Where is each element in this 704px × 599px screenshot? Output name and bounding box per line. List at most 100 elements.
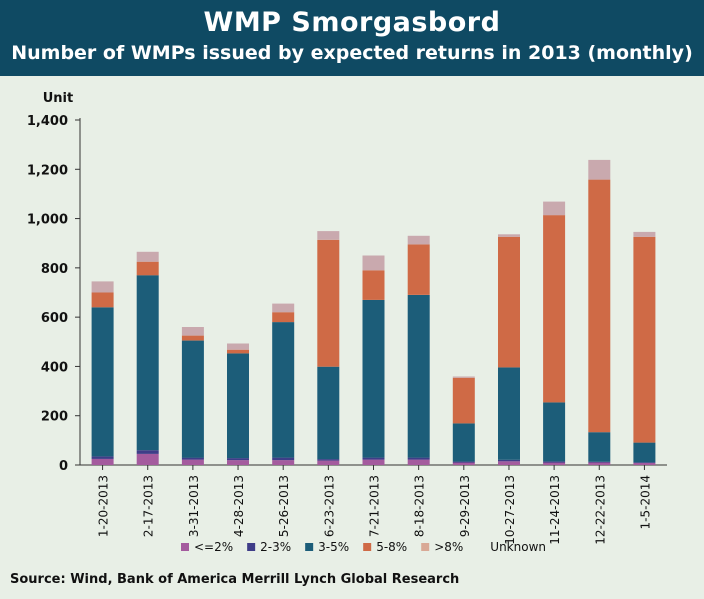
- bar-segment: [543, 462, 566, 465]
- bar-segment: [272, 322, 295, 458]
- bar-segment: [362, 255, 385, 271]
- bar-segment: [633, 236, 656, 443]
- bar-segment: [317, 366, 340, 460]
- bar-segment: [452, 462, 475, 465]
- bar-segment: [498, 236, 520, 368]
- bar-segment: [272, 312, 295, 323]
- bar-segment: [227, 458, 249, 461]
- bar-segment: [498, 234, 520, 237]
- bar-segment: [317, 460, 340, 465]
- bar-segment: [317, 239, 340, 367]
- bar-segment: [633, 231, 656, 237]
- bar-segment: [181, 335, 204, 341]
- legend-swatch: [477, 543, 485, 551]
- bar-segment: [136, 450, 159, 454]
- y-tick-label: 800: [41, 262, 68, 277]
- legend-label: 5-8%: [376, 540, 407, 554]
- legend-label: 2-3%: [260, 540, 291, 554]
- bar-segment: [588, 159, 611, 180]
- y-tick-label: 400: [41, 360, 68, 375]
- y-tick-label: 0: [59, 459, 68, 474]
- x-tick-label: 3-31-2013: [187, 475, 201, 537]
- bar-segment: [317, 231, 340, 240]
- x-tick-label: 6-23-2013: [322, 475, 336, 537]
- bar-segment: [362, 270, 385, 300]
- bar-segment: [407, 235, 430, 245]
- legend-label: <=2%: [194, 540, 233, 554]
- bar-segment: [91, 456, 114, 459]
- bar-segment: [452, 376, 475, 378]
- bar-segment: [227, 460, 249, 465]
- x-tick-label: 5-26-2013: [277, 475, 291, 537]
- bar-segment: [407, 244, 430, 295]
- bars: [91, 159, 656, 465]
- bar-segment: [543, 201, 566, 216]
- y-tick-label: 200: [41, 410, 68, 425]
- x-tick-label: 1-5-2014: [638, 475, 652, 529]
- bar-segment: [181, 459, 204, 465]
- legend-swatch: [363, 543, 372, 551]
- x-tick-label: 11-24-2013: [548, 475, 562, 545]
- source-note: Source: Wind, Bank of America Merrill Ly…: [10, 572, 460, 587]
- bar-segment: [407, 457, 430, 460]
- bar-segment: [588, 462, 611, 465]
- bar-segment: [91, 292, 114, 308]
- bar-segment: [588, 432, 611, 462]
- x-tick-label: 1-20-2013: [97, 475, 111, 537]
- bar-segment: [543, 402, 566, 462]
- bar-segment: [91, 307, 114, 457]
- bar-segment: [181, 457, 204, 460]
- x-tick-label: 4-28-2013: [232, 475, 246, 537]
- legend-label: Unknown: [490, 540, 546, 554]
- x-tick-label: 7-21-2013: [368, 475, 382, 537]
- legend-swatch: [421, 543, 430, 551]
- bar-segment: [136, 453, 159, 465]
- x-tick-label: 9-29-2013: [458, 475, 472, 537]
- x-tick-label: 8-18-2013: [413, 475, 427, 537]
- bar-segment: [498, 461, 520, 465]
- bar-segment: [272, 457, 295, 461]
- axes: [75, 118, 667, 470]
- axis-labels: 0 200 400 600 800 1,000 1,200 1,400 Unit 1-20-201…: [27, 91, 653, 545]
- page-title: WMP Smorgasbord: [203, 7, 501, 38]
- bar-segment: [136, 261, 159, 276]
- bar-segment: [588, 461, 611, 463]
- bar-segment: [407, 295, 430, 458]
- bar-segment: [633, 463, 656, 465]
- y-tick-label: 1,400: [27, 114, 68, 129]
- bar-segment: [588, 179, 611, 433]
- bar-chart: 0 200 400 600 800 1,000 1,200 1,400 Unit 1-20-201…: [27, 91, 667, 554]
- legend-swatch: [247, 543, 256, 551]
- bar-segment: [272, 303, 295, 313]
- bar-segment: [227, 353, 249, 459]
- bar-segment: [227, 343, 249, 350]
- page-subtitle: Number of WMPs issued by expected return…: [11, 42, 693, 64]
- legend-label: >8%: [434, 540, 463, 554]
- bar-segment: [181, 340, 204, 458]
- x-tick-label: 12-22-2013: [593, 475, 607, 545]
- bar-segment: [407, 459, 430, 465]
- y-tick-label: 1,200: [27, 163, 68, 178]
- bar-segment: [136, 251, 159, 262]
- bar-segment: [452, 423, 475, 462]
- bar-segment: [633, 442, 656, 463]
- bar-segment: [181, 327, 204, 336]
- bar-segment: [498, 459, 520, 462]
- y-tick-label: 1,000: [27, 213, 68, 228]
- legend-label: 3-5%: [318, 540, 349, 554]
- header-banner: WMP Smorgasbord Number of WMPs issued by…: [0, 0, 704, 76]
- bar-segment: [452, 461, 475, 463]
- legend-swatch: [305, 543, 314, 551]
- bar-segment: [543, 461, 566, 463]
- x-tick-label: 2-17-2013: [142, 475, 156, 537]
- legend: <=2% 2-3% 3-5% 5-8% >8% Unknown: [181, 540, 546, 554]
- bar-segment: [362, 459, 385, 465]
- bar-segment: [543, 215, 566, 403]
- x-tick-label: 10-27-2013: [503, 475, 517, 545]
- bar-segment: [227, 349, 249, 354]
- bar-segment: [91, 458, 114, 465]
- y-tick-label: 600: [41, 311, 68, 326]
- bar-segment: [362, 457, 385, 460]
- bar-segment: [498, 367, 520, 460]
